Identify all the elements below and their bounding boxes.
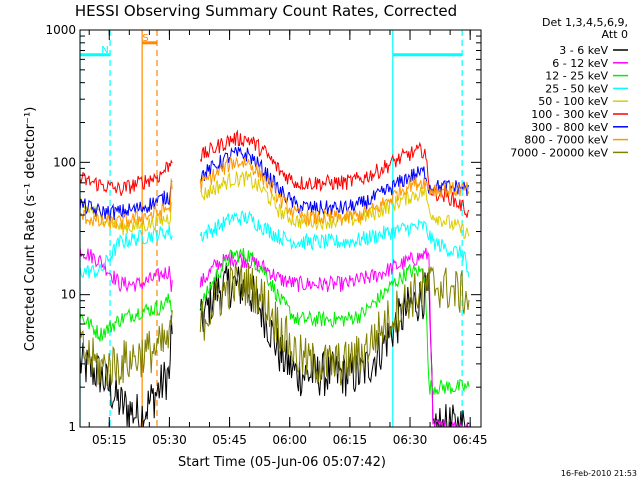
x-tick-label-0530: 05:30 bbox=[152, 433, 187, 447]
annotation-label-N: N bbox=[101, 45, 108, 56]
legend-label-0: 3 - 6 keV bbox=[559, 44, 608, 57]
x-axis-label: Start Time (05-Jun-06 05:07:42) bbox=[178, 455, 386, 470]
series-line-1 bbox=[80, 246, 470, 427]
annotation-layer: NS bbox=[80, 33, 463, 57]
generation-timestamp: 16-Feb-2010 21:53 bbox=[561, 469, 637, 478]
x-tick-label-0615: 06:15 bbox=[333, 433, 368, 447]
series-line-8 bbox=[80, 263, 470, 387]
series-line-2 bbox=[80, 247, 470, 396]
series-line-5 bbox=[80, 129, 470, 218]
legend-label-7: 800 - 7000 keV bbox=[524, 134, 608, 147]
legend-label-6: 300 - 800 keV bbox=[531, 121, 608, 134]
y-axis-ticks: 1 10 100 1000 bbox=[45, 23, 481, 434]
chart-title: HESSI Observing Summary Count Rates, Cor… bbox=[75, 2, 457, 20]
y-tick-label-1: 1 bbox=[68, 420, 76, 434]
x-axis-ticks: 05:15 05:30 05:45 06:00 06:15 06:30 06:45 bbox=[88, 30, 488, 447]
legend-header-line-1: Det 1,3,4,5,6,9, bbox=[542, 16, 628, 29]
legend-label-4: 50 - 100 keV bbox=[538, 95, 608, 108]
legend-label-5: 100 - 300 keV bbox=[531, 108, 608, 121]
x-tick-label-0630: 06:30 bbox=[393, 433, 428, 447]
series-line-7 bbox=[80, 156, 470, 231]
x-tick-label-0515: 05:15 bbox=[92, 433, 127, 447]
y-tick-label-100: 100 bbox=[53, 155, 76, 169]
x-tick-label-0545: 05:45 bbox=[212, 433, 247, 447]
legend-label-8: 7000 - 20000 keV bbox=[510, 146, 608, 159]
legend-label-3: 25 - 50 keV bbox=[545, 82, 608, 95]
x-tick-label-0645: 06:45 bbox=[453, 433, 488, 447]
annotation-label-S: S bbox=[142, 33, 148, 44]
y-axis-label: Corrected Count Rate (s⁻¹ detector⁻¹) bbox=[23, 107, 38, 352]
legend-header-line-2: Att 0 bbox=[602, 28, 628, 41]
y-tick-label-1000: 1000 bbox=[45, 23, 76, 37]
legend-label-2: 12 - 25 keV bbox=[545, 70, 608, 83]
series-layer bbox=[80, 129, 470, 427]
x-tick-label-0600: 06:00 bbox=[272, 433, 307, 447]
legend-label-1: 6 - 12 keV bbox=[552, 57, 608, 70]
plot-frame bbox=[79, 29, 482, 428]
y-tick-label-10: 10 bbox=[61, 288, 76, 302]
series-line-3 bbox=[80, 210, 470, 279]
